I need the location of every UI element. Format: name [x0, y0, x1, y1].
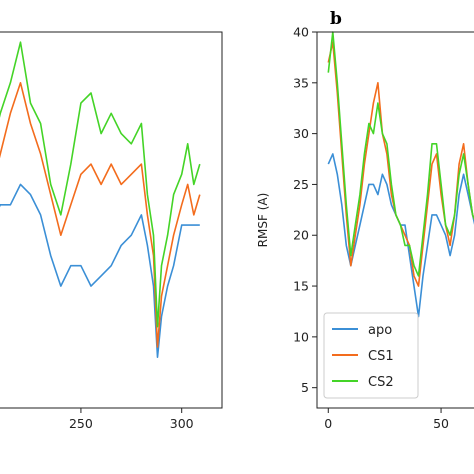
y-tick-label: 30 [293, 126, 309, 141]
plot-frame [0, 31, 223, 409]
y-tick-label: 40 [293, 25, 309, 40]
legend: apo CS1 CS2 [323, 312, 419, 399]
series-line-cs1 [0, 82, 201, 348]
plot-frame [316, 31, 474, 409]
chart-panel-2: 0 50 5 10 15 20 25 30 35 40 RMSF (A) b apo CS1 CS2 [256, 9, 474, 431]
y-tick-label: 20 [293, 228, 309, 243]
y-tick-label: 10 [293, 329, 309, 344]
legend-box [323, 312, 419, 399]
series-line-cs1 [327, 41, 474, 287]
x-tick-label: 300 [170, 416, 194, 431]
y-tick-label: 25 [293, 177, 309, 192]
series-line-apo [0, 183, 200, 359]
panel-label: b [330, 9, 342, 29]
series-line-cs2 [0, 41, 201, 328]
x-tick-label: 0 [324, 416, 332, 431]
x-tick-label: 50 [433, 416, 449, 431]
series-line-cs2 [327, 31, 474, 277]
y-axis-label: RMSF (A) [256, 193, 270, 248]
legend-label-cs2: CS2 [368, 375, 394, 390]
chart-panel-1: 200250300 [0, 31, 223, 431]
y-tick-label: 35 [293, 75, 309, 90]
x-tick-label: 250 [69, 416, 93, 431]
y-tick-label: 15 [293, 279, 309, 294]
y-tick-label: 5 [301, 380, 309, 395]
legend-label-cs1: CS1 [368, 349, 394, 364]
legend-label-apo: apo [368, 323, 392, 338]
